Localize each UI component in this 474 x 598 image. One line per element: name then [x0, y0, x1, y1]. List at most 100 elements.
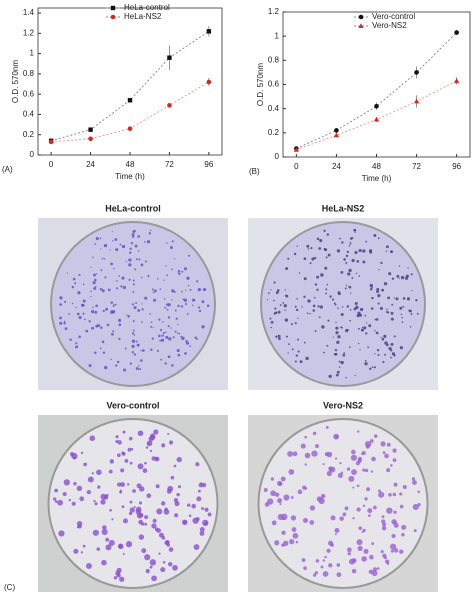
colony	[91, 326, 95, 330]
colony	[105, 544, 112, 551]
colony	[316, 275, 320, 279]
colony	[69, 338, 72, 341]
colony	[417, 490, 420, 493]
colony	[326, 233, 330, 236]
colony	[120, 482, 125, 488]
colony	[172, 336, 175, 339]
colony	[93, 273, 96, 277]
colony	[322, 463, 325, 466]
colony	[95, 304, 98, 308]
colony	[102, 309, 105, 313]
colony	[370, 470, 374, 473]
colony	[111, 518, 114, 521]
colony	[333, 302, 336, 305]
colony	[340, 312, 344, 316]
colony	[133, 334, 136, 336]
colony	[365, 240, 368, 243]
colony	[393, 335, 396, 338]
colony	[114, 238, 118, 241]
colony	[149, 559, 157, 566]
colony	[320, 565, 324, 569]
colony	[361, 531, 364, 534]
colony	[361, 556, 367, 562]
colony	[406, 297, 411, 301]
colony	[78, 315, 82, 320]
colony	[167, 562, 173, 567]
colony	[416, 312, 419, 315]
colony	[105, 537, 110, 542]
colony	[197, 489, 201, 493]
colony	[267, 498, 274, 505]
colony	[390, 549, 394, 553]
colony	[101, 257, 104, 260]
colony	[100, 269, 103, 272]
colony	[104, 276, 107, 279]
colony	[135, 302, 138, 304]
colony	[352, 486, 355, 489]
colony	[165, 331, 167, 334]
colony	[303, 277, 307, 281]
colony	[63, 320, 66, 323]
colony	[322, 559, 326, 562]
colony	[295, 540, 299, 544]
colony	[132, 489, 136, 493]
colony	[96, 273, 98, 275]
colony	[132, 320, 135, 323]
colony	[57, 499, 63, 506]
colony	[393, 522, 399, 528]
colony	[176, 492, 180, 497]
colony	[409, 326, 412, 328]
colony	[306, 312, 309, 315]
x-tick-label: 96	[204, 160, 213, 169]
colony	[359, 349, 361, 351]
colony	[334, 527, 340, 533]
colony	[335, 373, 339, 377]
colony	[197, 287, 201, 292]
colony	[357, 430, 360, 433]
colony	[92, 281, 96, 285]
colony	[144, 260, 147, 263]
colony	[144, 296, 148, 300]
colony	[133, 306, 137, 310]
colony	[375, 318, 379, 321]
colony	[340, 326, 343, 329]
colony	[171, 240, 174, 243]
colony	[306, 244, 310, 248]
colony	[309, 505, 316, 511]
colony	[206, 304, 210, 308]
colony	[313, 256, 317, 260]
colony	[270, 289, 272, 291]
colony	[117, 482, 122, 487]
colony	[71, 302, 74, 305]
colony	[155, 484, 160, 489]
colony	[92, 256, 94, 259]
colony	[300, 443, 306, 449]
colony	[148, 232, 152, 235]
colony	[128, 511, 133, 516]
colony	[119, 576, 125, 582]
colony	[345, 328, 349, 333]
colony	[311, 450, 318, 457]
colony	[90, 290, 92, 293]
colony	[128, 278, 131, 281]
colony	[346, 250, 350, 254]
colony	[326, 344, 329, 347]
colony	[112, 305, 115, 307]
colony	[364, 359, 367, 362]
colony	[288, 343, 290, 345]
colony	[371, 542, 375, 545]
colony	[297, 489, 303, 495]
colony	[361, 328, 364, 332]
colony	[374, 330, 376, 332]
colony	[377, 237, 380, 240]
colony	[339, 461, 342, 465]
colony	[366, 487, 371, 492]
colony	[163, 279, 165, 281]
colony	[371, 570, 378, 577]
colony	[191, 503, 197, 509]
colony	[64, 300, 67, 303]
colony	[66, 272, 68, 274]
marker	[127, 126, 133, 131]
colony	[295, 354, 298, 357]
colony	[326, 548, 331, 553]
